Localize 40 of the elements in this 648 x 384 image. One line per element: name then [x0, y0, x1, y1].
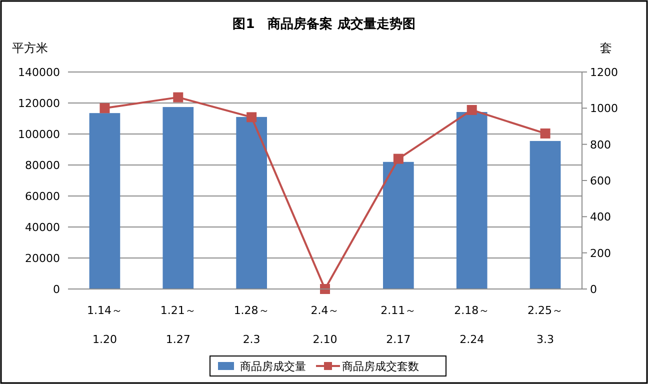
bar	[236, 116, 267, 289]
category-label: 2.4～ 2.10	[310, 304, 340, 346]
y2-tick-label: 0	[590, 283, 597, 296]
y2-tick-label: 600	[590, 174, 611, 188]
category-label: 1.21～ 1.27	[160, 304, 196, 346]
y-tick-label: 140000	[18, 66, 60, 79]
category-label: 2.18～ 2.24	[454, 304, 490, 346]
bar	[456, 112, 488, 289]
y2-tick-label: 200	[590, 246, 611, 260]
category-label: 2.25～ 3.3	[528, 304, 564, 346]
y-tick-label: 120000	[18, 97, 60, 110]
point	[540, 128, 550, 138]
point	[100, 103, 110, 114]
y-tick-label: 60000	[25, 190, 60, 203]
y-tick-label: 40000	[25, 221, 60, 234]
chart-title: 图1 商品房备案 成交量走势图	[232, 16, 416, 32]
y2-tick-label: 400	[590, 210, 611, 224]
bar	[162, 107, 194, 289]
bar	[383, 162, 414, 289]
legend-label: 商品房成交量	[240, 360, 306, 373]
legend-label: 商品房成交套数	[342, 360, 419, 373]
y2-tick-label: 1000	[590, 102, 618, 116]
y-tick-label: 80000	[25, 159, 60, 172]
point	[173, 92, 184, 102]
bar	[530, 140, 561, 289]
y-tick-label: 0	[53, 283, 60, 296]
category-label: 2.11～ 2.17	[380, 304, 416, 346]
point	[320, 284, 330, 294]
y-tick-label: 100000	[18, 128, 60, 141]
point	[393, 154, 404, 164]
y2-tick-label: 1200	[590, 66, 618, 79]
category-label: 1.28～ 2.3	[234, 304, 270, 346]
point	[246, 112, 257, 122]
y2-tick-label: 800	[590, 138, 611, 152]
y2-axis-title: 套	[600, 41, 612, 55]
y-axis-title: 平方米	[12, 41, 48, 55]
category-label: 1.14～ 1.20	[86, 304, 122, 346]
point	[466, 104, 477, 115]
bar	[89, 113, 120, 289]
y-tick-label: 20000	[25, 252, 60, 265]
